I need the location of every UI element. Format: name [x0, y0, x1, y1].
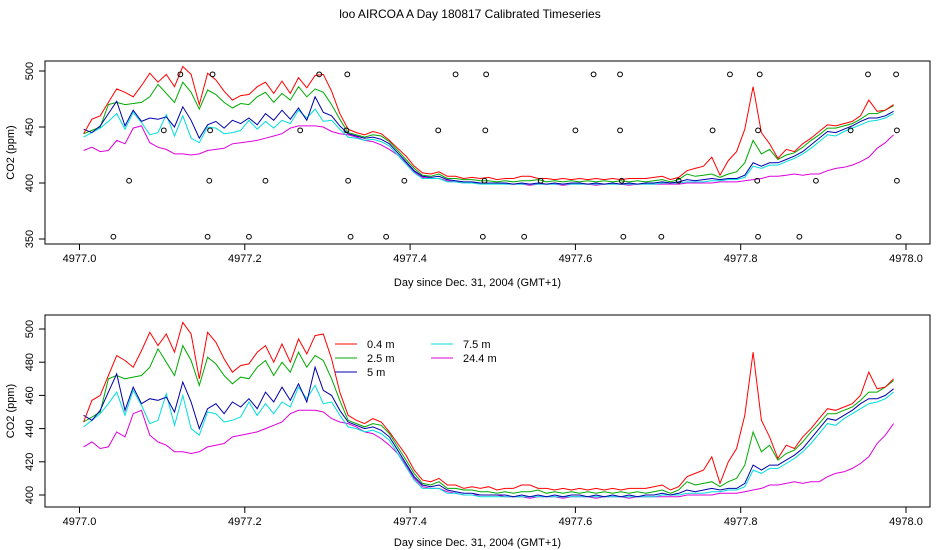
marker-point — [617, 127, 623, 134]
marker-point — [895, 233, 902, 240]
marker-point — [160, 127, 167, 134]
series-line-7-5-m — [83, 384, 894, 498]
legend: 0.4 m 2.5 m 5 m 7.5 m 24.4 m — [335, 339, 497, 379]
marker-point — [521, 233, 528, 240]
legend-label: 5 m — [367, 367, 385, 379]
marker-point — [207, 127, 213, 134]
marker-point — [865, 71, 871, 78]
marker-point — [618, 177, 625, 184]
marker-point — [755, 127, 761, 134]
series-line-24-4-m — [83, 125, 894, 186]
marker-point — [452, 71, 459, 78]
series-line-2-5-m — [83, 344, 894, 494]
x-axis-label: Day since Dec. 31, 2004 (GMT+1) — [394, 537, 561, 549]
marker-point — [262, 177, 269, 184]
marker-point — [479, 233, 486, 240]
plot-frame — [44, 60, 931, 245]
y-axis-label: CO2 (ppm) — [5, 384, 17, 438]
series-line-0-4-m — [83, 321, 894, 491]
marker-point — [482, 127, 489, 134]
y-tick-label: 420 — [24, 453, 36, 471]
marker-point — [755, 233, 761, 240]
marker-point — [177, 71, 184, 78]
series-group — [83, 65, 894, 186]
marker-point — [209, 71, 216, 78]
series-group — [83, 321, 895, 499]
x-axis-label: Day since Dec. 31, 2004 (GMT+1) — [394, 277, 561, 289]
marker-point — [204, 233, 211, 240]
marker-point — [537, 177, 544, 184]
marker-point — [347, 233, 354, 240]
x-tick-label: 4977.2 — [228, 253, 262, 265]
y-tick-label: 440 — [24, 419, 36, 437]
top-panel: 4977.0 4977.2 4977.4 4977.6 4977.8 4978.0 350 4… — [5, 60, 931, 289]
x-tick-label: 4978.0 — [889, 516, 923, 528]
legend-label: 0.4 m — [367, 339, 395, 351]
marker-point — [756, 71, 763, 78]
marker-point — [617, 71, 623, 78]
chart-title: loo AIRCOA A Day 180817 Calibrated Times… — [339, 7, 601, 21]
marker-point — [401, 177, 408, 184]
marker-point — [344, 71, 351, 78]
y-tick-label: 450 — [24, 118, 36, 136]
marker-point — [847, 127, 854, 134]
y-tick-label: 460 — [24, 386, 36, 404]
marker-point — [727, 71, 733, 78]
marker-point — [316, 71, 323, 78]
x-tick-label: 4977.4 — [393, 253, 427, 265]
x-tick-label: 4977.6 — [559, 253, 593, 265]
x-tick-label: 4977.0 — [63, 516, 97, 528]
marker-point — [110, 233, 117, 240]
marker-point — [297, 127, 304, 134]
marker-point — [709, 127, 716, 134]
marker-point — [246, 233, 252, 240]
marker-point — [620, 233, 627, 240]
marker-point — [675, 177, 682, 184]
x-tick-label: 4977.2 — [228, 516, 262, 528]
series-line-7-5-m — [83, 108, 894, 185]
x-tick-label: 4977.0 — [63, 253, 97, 265]
marker-point — [754, 177, 761, 184]
legend-label: 24.4 m — [463, 353, 497, 365]
y-tick-label: 500 — [24, 320, 36, 338]
y-tick-label: 480 — [24, 353, 36, 371]
plot-frame — [44, 314, 931, 508]
y-tick-label: 350 — [24, 230, 36, 248]
marker-point — [894, 127, 900, 134]
series-line-5-m — [83, 365, 894, 498]
legend-label: 2.5 m — [367, 353, 395, 365]
y-axis-label: CO2 (ppm) — [5, 125, 17, 179]
x-tick-label: 4977.6 — [559, 516, 593, 528]
series-line-2-5-m — [83, 81, 894, 183]
y-tick-label: 500 — [24, 62, 36, 80]
marker-point — [126, 177, 132, 184]
marker-point — [343, 127, 350, 134]
series-line-5-m — [83, 95, 894, 185]
x-tick-label: 4978.0 — [889, 253, 923, 265]
marker-point — [893, 71, 899, 78]
marker-point — [483, 71, 490, 78]
marker-point — [345, 177, 352, 184]
legend-label: 7.5 m — [463, 339, 491, 351]
marker-point — [206, 177, 213, 184]
marker-point — [894, 177, 900, 184]
bottom-panel: 4977.0 4977.2 4977.4 4977.6 4977.8 4978.0 400 4… — [5, 314, 931, 549]
marker-point — [435, 127, 442, 134]
marker-point — [383, 233, 390, 240]
x-tick-label: 4977.8 — [724, 253, 758, 265]
marker-point — [572, 127, 579, 134]
marker-point — [796, 233, 803, 240]
series-line-0-4-m — [83, 65, 894, 181]
marker-point — [481, 177, 488, 184]
x-tick-label: 4977.8 — [724, 516, 758, 528]
y-tick-label: 400 — [24, 486, 36, 504]
marker-point — [658, 233, 665, 240]
series-line-24-4-m — [83, 409, 895, 499]
marker-point — [813, 177, 819, 184]
y-tick-label: 400 — [24, 174, 36, 192]
x-tick-label: 4977.4 — [393, 516, 427, 528]
marker-point — [590, 71, 597, 78]
